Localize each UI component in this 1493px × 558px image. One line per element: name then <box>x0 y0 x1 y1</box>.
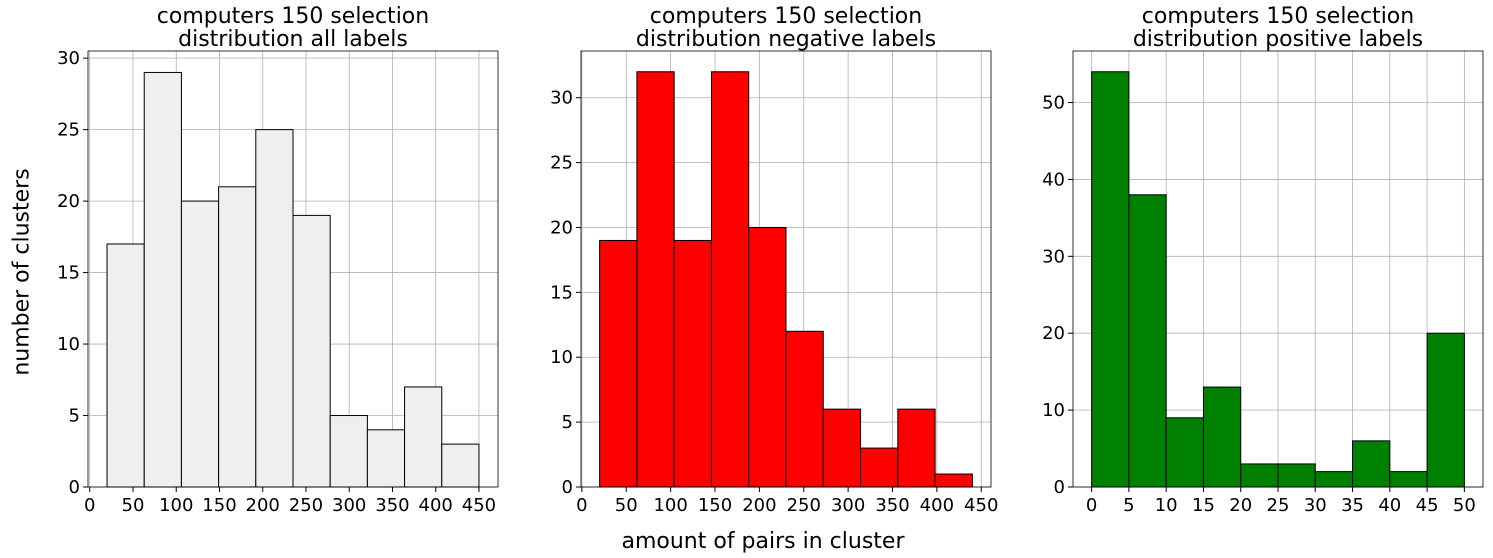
histogram-bar <box>599 239 638 488</box>
histogram-bar <box>673 239 712 488</box>
histogram-bar <box>785 330 824 488</box>
chart-title-line: distribution all labels <box>178 27 408 52</box>
y-tick-label: 5 <box>562 412 573 433</box>
histogram-bar <box>329 415 368 488</box>
figure-ylabel: number of clusters <box>10 168 35 375</box>
histogram-panel-2: 0 50 100 150 200 250 300 350 400 450 0 5 10 15 20 25 30 c… <box>550 4 998 516</box>
axes-frame <box>87 50 499 488</box>
histogram-bar <box>1426 332 1465 488</box>
histogram-bar <box>934 473 973 488</box>
x-tick-label: 50 <box>1453 495 1476 516</box>
histogram-bar <box>441 443 480 488</box>
y-tick-label: 40 <box>1042 169 1065 190</box>
axes-frame <box>580 50 992 488</box>
histogram-bar <box>1202 386 1242 488</box>
x-tick-label: 0 <box>84 495 95 516</box>
histogram-panel-1: 0 50 100 150 200 250 300 350 400 450 0 5 10 15 20 25 30 c… <box>57 4 499 516</box>
x-tick-label: 50 <box>122 495 145 516</box>
histogram-bar <box>1128 194 1167 488</box>
x-tick-label: 350 <box>875 495 909 516</box>
x-tick-label: 200 <box>742 495 776 516</box>
x-tick-label: 15 <box>1192 495 1215 516</box>
histogram-panel-3: 0 5 10 15 20 25 30 35 40 45 50 0 10 20 30 40 50 computers… <box>1042 4 1484 516</box>
y-tick-label: 30 <box>550 88 573 109</box>
histogram-bar <box>897 408 936 488</box>
histogram-bar <box>1091 71 1130 488</box>
x-tick-label: 50 <box>615 495 638 516</box>
histogram-bar <box>106 243 145 488</box>
figure-xlabel: amount of pairs in cluster <box>621 529 905 554</box>
histogram-bar <box>404 386 443 488</box>
x-tick-label: 0 <box>576 495 587 516</box>
y-tick-label: 15 <box>57 263 80 284</box>
x-tick-label: 40 <box>1378 495 1401 516</box>
histogram-bar <box>366 429 406 488</box>
histogram-bar <box>1165 417 1204 488</box>
y-tick-label: 10 <box>57 334 80 355</box>
x-tick-label: 45 <box>1416 495 1439 516</box>
x-tick-label: 100 <box>653 495 687 516</box>
histogram-bar <box>710 71 750 488</box>
y-tick-label: 5 <box>69 406 80 427</box>
x-tick-label: 5 <box>1123 495 1134 516</box>
x-tick-label: 350 <box>375 495 409 516</box>
x-tick-label: 300 <box>831 495 865 516</box>
x-tick-label: 20 <box>1229 495 1252 516</box>
histogram-bar <box>292 214 331 488</box>
histogram-bar <box>636 71 675 488</box>
y-tick-label: 15 <box>550 282 573 303</box>
y-tick-label: 50 <box>1042 93 1065 114</box>
x-tick-label: 10 <box>1155 495 1178 516</box>
y-tick-label: 10 <box>1042 400 1065 421</box>
x-tick-label: 250 <box>787 495 821 516</box>
y-tick-label: 25 <box>550 153 573 174</box>
x-tick-label: 100 <box>159 495 193 516</box>
y-tick-label: 20 <box>57 191 80 212</box>
x-tick-label: 450 <box>462 495 496 516</box>
x-tick-label: 25 <box>1267 495 1290 516</box>
x-tick-label: 400 <box>419 495 453 516</box>
histogram-bar <box>143 71 182 488</box>
x-tick-label: 150 <box>698 495 732 516</box>
y-tick-label: 10 <box>550 347 573 368</box>
chart-title-line: distribution positive labels <box>1133 27 1423 52</box>
x-tick-label: 35 <box>1341 495 1364 516</box>
x-tick-label: 400 <box>920 495 954 516</box>
chart-title-line: distribution negative labels <box>636 27 936 52</box>
y-tick-label: 25 <box>57 120 80 141</box>
histogram-panels: 0 50 100 150 200 250 300 350 400 450051015202530c… <box>57 4 1484 516</box>
histogram-bar <box>860 447 899 488</box>
chart-title-line: computers 150 selection <box>157 4 429 29</box>
y-tick-label: 0 <box>562 477 573 498</box>
histogram-bar <box>1240 463 1279 488</box>
histogram-bar <box>822 408 862 488</box>
y-tick-label: 20 <box>550 217 573 238</box>
y-tick-label: 30 <box>1042 246 1065 267</box>
histogram-bar <box>748 226 787 488</box>
histogram-bar <box>1314 471 1354 488</box>
chart-title-line: computers 150 selection <box>1142 4 1414 29</box>
histogram-bar <box>180 200 220 488</box>
y-tick-label: 30 <box>57 48 80 69</box>
y-tick-label: 0 <box>69 477 80 498</box>
x-tick-label: 0 <box>1086 495 1097 516</box>
chart-title-line: computers 150 selection <box>650 4 922 29</box>
x-tick-label: 150 <box>202 495 236 516</box>
histogram-bar <box>1389 471 1428 488</box>
histogram-bar <box>1352 440 1391 488</box>
y-tick-label: 0 <box>1054 477 1065 498</box>
x-tick-label: 450 <box>964 495 998 516</box>
x-tick-label: 300 <box>332 495 366 516</box>
x-tick-label: 250 <box>289 495 323 516</box>
x-tick-label: 30 <box>1304 495 1327 516</box>
y-tick-label: 20 <box>1042 323 1065 344</box>
histogram-bar <box>218 186 257 488</box>
x-tick-label: 200 <box>246 495 280 516</box>
histogram-bar <box>255 129 294 488</box>
histogram-bar <box>1277 463 1316 488</box>
